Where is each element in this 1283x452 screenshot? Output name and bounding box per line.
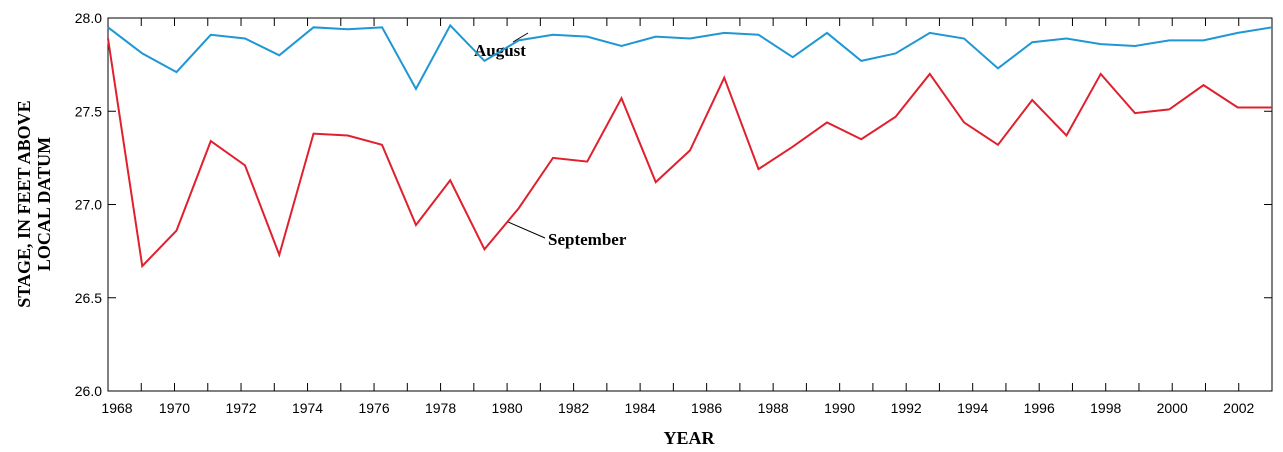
x-tick-label: 1990 bbox=[824, 400, 855, 416]
x-tick-label: 1968 bbox=[101, 400, 132, 416]
x-tick-label: 2002 bbox=[1223, 400, 1254, 416]
y-axis-label: STAGE, IN FEET ABOVE LOCAL DATUM bbox=[14, 100, 54, 307]
data-line bbox=[107, 23, 1273, 91]
x-tick-label: 1970 bbox=[159, 400, 190, 416]
x-axis-label: YEAR bbox=[663, 428, 715, 448]
x-tick-label: 1998 bbox=[1090, 400, 1121, 416]
x-tick-label: 1986 bbox=[691, 400, 722, 416]
y-label-line: LOCAL DATUM bbox=[34, 137, 54, 271]
x-tick-label: 1978 bbox=[425, 400, 456, 416]
leader-line bbox=[507, 221, 546, 239]
x-tick-label: 1992 bbox=[891, 400, 922, 416]
x-tick-label: 1982 bbox=[558, 400, 589, 416]
x-tick-label: 1984 bbox=[625, 400, 656, 416]
leader-line bbox=[512, 32, 529, 43]
plot-frame bbox=[107, 17, 1273, 392]
x-tick-label: 1974 bbox=[292, 400, 323, 416]
y-tick-label: 27.5 bbox=[75, 103, 102, 119]
x-tick-label: 1972 bbox=[225, 400, 256, 416]
y-label-line: STAGE, IN FEET ABOVE bbox=[14, 100, 34, 307]
x-tick-label: 1980 bbox=[492, 400, 523, 416]
x-tick-label: 1988 bbox=[758, 400, 789, 416]
annotation: September bbox=[548, 230, 627, 249]
x-tick-label: 1976 bbox=[358, 400, 389, 416]
x-tick-label: 1994 bbox=[957, 400, 988, 416]
x-tick-label: 2000 bbox=[1157, 400, 1188, 416]
y-tick-label: 26.5 bbox=[75, 290, 102, 306]
data-line bbox=[107, 38, 1272, 269]
x-tick-label: 1996 bbox=[1024, 400, 1055, 416]
y-tick-label: 26.0 bbox=[75, 383, 102, 399]
y-tick-label: 28.0 bbox=[75, 10, 102, 26]
y-tick-label: 27.0 bbox=[75, 197, 102, 213]
